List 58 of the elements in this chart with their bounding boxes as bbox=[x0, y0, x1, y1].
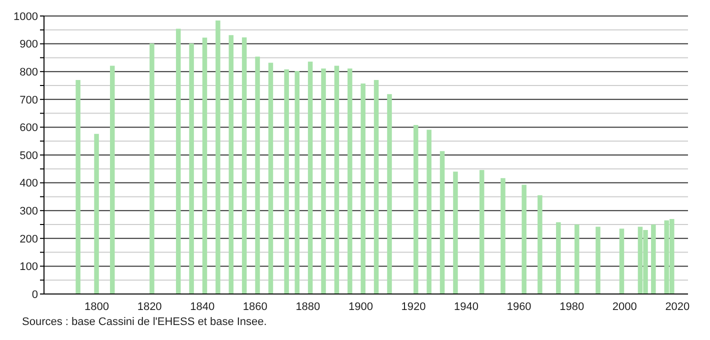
bar bbox=[479, 170, 484, 294]
y-tick-label: 400 bbox=[20, 178, 38, 190]
x-tick-label: 1960 bbox=[506, 300, 532, 313]
bar bbox=[94, 134, 99, 294]
bar bbox=[374, 80, 379, 294]
bar bbox=[426, 130, 432, 294]
x-tick-label: 1800 bbox=[84, 300, 110, 313]
bar bbox=[651, 224, 656, 294]
bar bbox=[348, 68, 352, 294]
bar bbox=[284, 69, 289, 294]
x-tick-label: 1820 bbox=[137, 300, 162, 313]
y-tick-label: 200 bbox=[20, 233, 38, 246]
x-tick-label: 1880 bbox=[296, 300, 320, 313]
bar bbox=[189, 44, 194, 294]
bar bbox=[387, 94, 392, 294]
bar bbox=[556, 222, 561, 294]
y-tick-label: 100 bbox=[20, 261, 38, 274]
x-tick-label: 1840 bbox=[190, 300, 215, 313]
y-tick-label: 500 bbox=[20, 150, 38, 162]
bar bbox=[538, 195, 542, 294]
y-tick-label: 0 bbox=[32, 288, 38, 301]
bar bbox=[216, 20, 220, 294]
bar bbox=[500, 178, 506, 294]
bar bbox=[228, 35, 234, 294]
bar bbox=[202, 38, 208, 294]
x-tick-label: 1980 bbox=[560, 300, 584, 313]
x-tick-label: 1860 bbox=[242, 300, 268, 313]
source-note: Sources : base Cassini de l'EHESS et base Insee. bbox=[22, 316, 268, 328]
y-tick-label: 1000 bbox=[14, 10, 38, 23]
x-tick-label: 2020 bbox=[665, 300, 690, 313]
x-tick-label: 1900 bbox=[348, 300, 373, 313]
bar bbox=[176, 28, 181, 294]
y-tick-label: 800 bbox=[20, 66, 38, 79]
y-tick-label: 900 bbox=[20, 38, 38, 51]
bar bbox=[255, 56, 260, 294]
bar bbox=[76, 80, 80, 294]
bar bbox=[294, 71, 300, 294]
x-tick-label: 1920 bbox=[401, 300, 426, 313]
bar bbox=[242, 37, 247, 294]
bar bbox=[414, 124, 418, 294]
bar bbox=[321, 68, 326, 294]
bar bbox=[522, 184, 526, 294]
bar bbox=[308, 62, 313, 294]
y-tick-label: 700 bbox=[20, 94, 38, 106]
bar bbox=[574, 224, 580, 294]
x-tick-label: 1940 bbox=[454, 300, 479, 313]
x-tick-label: 2000 bbox=[612, 300, 637, 313]
y-tick-label: 600 bbox=[20, 122, 38, 134]
y-tick-label: 300 bbox=[20, 206, 38, 218]
bar bbox=[440, 151, 445, 294]
bar bbox=[360, 84, 366, 294]
bar bbox=[453, 172, 458, 294]
bar bbox=[110, 66, 115, 294]
bar bbox=[268, 62, 274, 294]
bar bbox=[334, 66, 340, 294]
bar bbox=[150, 44, 154, 294]
bar bbox=[596, 226, 600, 294]
bar bbox=[619, 228, 624, 294]
